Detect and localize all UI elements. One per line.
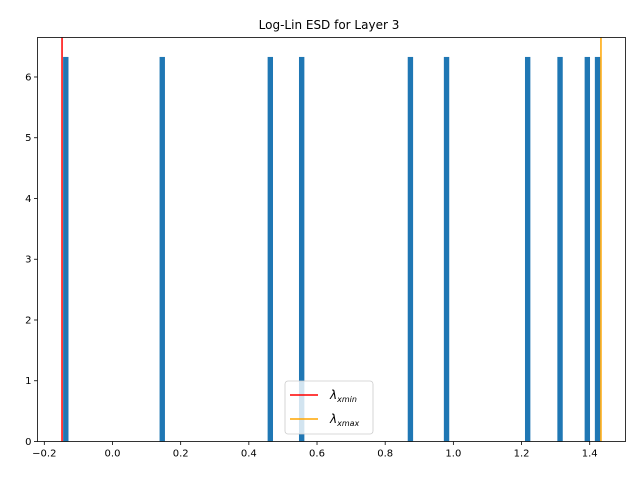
bar-4 — [407, 56, 414, 442]
y-tick-label-0: 0 — [25, 437, 31, 448]
legend-box — [284, 380, 374, 435]
bar-9 — [594, 56, 601, 442]
bar-3 — [298, 56, 305, 442]
bars — [63, 56, 601, 442]
bar-2 — [267, 56, 274, 442]
bar-5 — [443, 56, 450, 442]
legend-label-xmin: λxmin — [329, 388, 357, 404]
bar-8 — [584, 56, 591, 442]
y-tick-label-2: 2 — [25, 315, 31, 326]
x-tick-label-2: 0.2 — [173, 449, 189, 460]
x-tick-label-5: 0.8 — [377, 449, 393, 460]
chart-title: Log-Lin ESD for Layer 3 — [259, 18, 400, 32]
bar-6 — [524, 56, 531, 442]
y-tick-label-1: 1 — [25, 376, 31, 387]
legend-label-xmax: λxmax — [329, 412, 360, 428]
x-tick-label-8: 1.4 — [582, 449, 598, 460]
legend: λxmin λxmax — [284, 380, 374, 435]
x-tick-label-4: 0.6 — [309, 449, 325, 460]
y-tick-label-4: 4 — [25, 194, 31, 205]
x-tick-label-6: 1.0 — [445, 449, 461, 460]
x-tick-label-1: 0.0 — [105, 449, 121, 460]
x-tick-label-3: 0.4 — [241, 449, 257, 460]
bar-0 — [63, 56, 69, 442]
y-tick-label-6: 6 — [25, 72, 31, 83]
x-axis: −0.2 0.0 0.2 0.4 0.6 0.8 1.0 1.2 1.4 — [32, 441, 598, 460]
threshold-lines — [61, 37, 602, 442]
y-axis: 0 1 2 3 4 5 6 — [25, 72, 38, 448]
plot-frame — [37, 37, 626, 442]
x-tick-label-0: −0.2 — [32, 449, 56, 460]
y-tick-label-3: 3 — [25, 255, 31, 266]
bar-1 — [159, 56, 165, 442]
x-tick-label-7: 1.2 — [514, 449, 530, 460]
bar-7 — [557, 56, 563, 442]
y-tick-label-5: 5 — [25, 133, 31, 144]
